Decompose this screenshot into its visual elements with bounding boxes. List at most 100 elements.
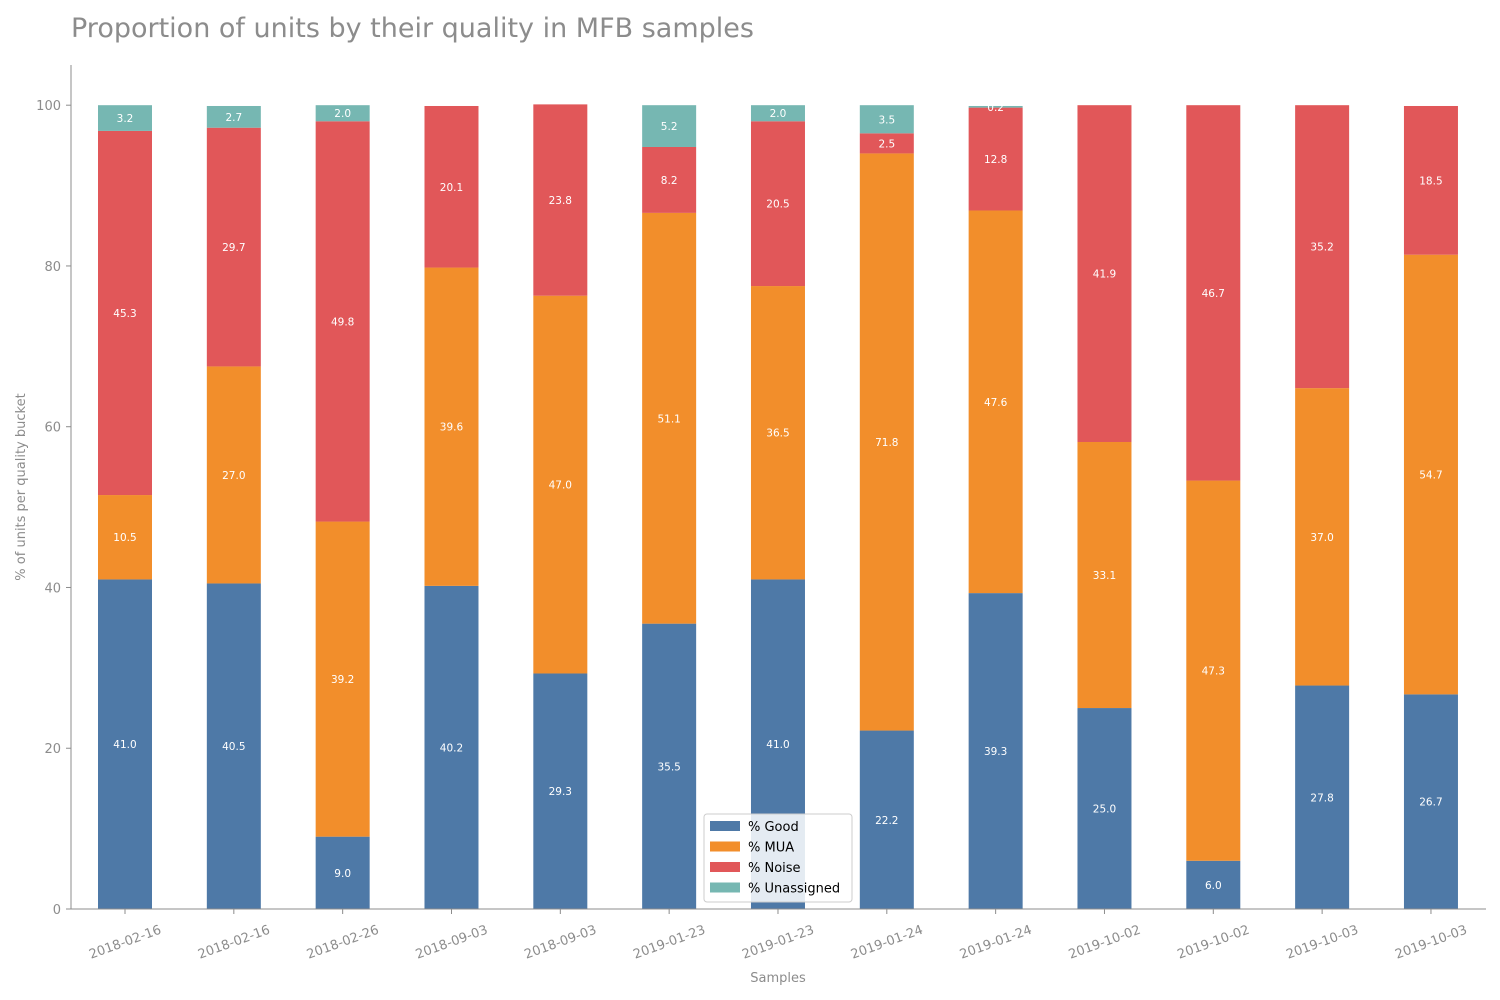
bar-value-label: 20.1 [440,182,463,194]
y-tick-label: 40 [44,581,61,596]
bar-segment [859,105,914,134]
bar-segment [968,593,1023,909]
bar-value-label: 47.3 [1202,666,1225,678]
x-tick-label: 2018-02-16 [196,923,272,963]
bar-value-label: 18.5 [1419,175,1442,187]
y-axis-label: % of units per quality bucket [14,393,29,580]
legend-swatch [710,821,740,831]
bar-segment [1295,105,1350,389]
bar-segment [1186,860,1241,909]
y-axis: 0 20 40 60 80 100 [36,65,72,918]
y-tick-label: 100 [36,99,61,114]
x-tick-label: 2019-10-02 [1067,923,1143,963]
bar-value-label: 3.5 [878,114,895,126]
bar-segment [1403,105,1458,255]
x-tick-label: 2019-10-03 [1393,923,1469,963]
bar-segment [98,495,152,580]
bar-segment [315,836,370,909]
bar-value-label: 6.0 [1205,880,1222,892]
bar-value-label: 35.2 [1310,242,1333,254]
bar-value-label: 47.0 [549,480,572,492]
bar-segment [315,121,370,522]
bar-segment [642,212,697,624]
bar-value-label: 8.2 [661,175,678,187]
bar-value-label: 29.3 [549,786,572,798]
bar-segment [533,295,588,674]
bar-segment [1077,105,1132,442]
bar-segment [533,673,588,909]
legend-label: % MUA [748,841,794,856]
bar-segment [1077,708,1132,909]
bar-segment [98,130,152,496]
bar-value-label: 41.9 [1093,269,1116,281]
bar-value-label: 5.2 [661,121,678,133]
bar-segment [968,210,1023,594]
legend-label: % Good [748,820,799,835]
legend: % Good % MUA % Noise % Unassigned [703,813,853,903]
bar-value-label: 41.0 [766,739,789,751]
y-tick-label: 0 [53,903,61,918]
bar-segment [424,585,479,909]
bar-segment [859,730,914,909]
bar-segment [1077,441,1132,709]
bar-segment [206,105,261,128]
chart-title: Proportion of units by their quality in … [71,13,754,44]
x-tick-label: 2018-02-26 [305,923,381,963]
bar-segment [1403,694,1458,909]
bar-segment [533,104,588,296]
bar-value-label: 12.8 [984,154,1007,166]
bar-segment [1186,480,1241,861]
bar-value-label: 27.0 [222,470,245,482]
x-tick-label: 2018-09-03 [414,923,490,963]
bar-value-label: 25.0 [1093,804,1116,816]
bar-segment [315,521,370,837]
y-tick-label: 20 [44,742,61,757]
bar-value-label: 36.5 [766,428,789,440]
bar-segment [750,105,805,122]
legend-label: % Noise [748,861,801,876]
bar-value-label: 3.2 [117,113,134,125]
bar-value-label: 37.0 [1310,532,1333,544]
bar-value-label: 49.8 [331,316,354,328]
x-tick-label: 2019-10-02 [1176,923,1252,963]
bar-value-label: 22.2 [875,815,898,827]
bar-value-label: 40.2 [440,742,463,754]
legend-box [703,813,853,903]
bar-segment [1403,254,1458,695]
bar-value-label: 27.8 [1310,792,1333,804]
bar-value-label: 2.5 [878,138,895,150]
bar-segment [968,107,1023,211]
bar-value-label: 0.2 [987,102,1004,114]
bar-value-label: 54.7 [1419,470,1442,482]
bar-segment [642,105,697,147]
bar-segment [750,121,805,287]
bar-value-label: 35.5 [657,761,680,773]
legend-swatch [710,841,740,852]
bar-value-label: 23.8 [549,195,572,207]
bar-segment [206,127,261,367]
bar-value-label: 47.6 [984,397,1008,409]
bar-segment [642,146,697,213]
x-axis-label: Samples [750,971,806,986]
x-tick-label: 2019-10-03 [1284,923,1360,963]
bar-value-label: 29.7 [222,242,245,254]
bar-segment [642,623,697,909]
legend-swatch [710,862,740,872]
x-tick-label: 2018-02-16 [87,923,163,963]
bar-segment [98,579,152,909]
bar-value-label: 2.0 [770,108,787,120]
bar-segment [859,153,914,731]
x-tick-label: 2019-01-23 [631,923,707,963]
bar-value-label: 51.1 [657,413,680,425]
bar-value-label: 39.3 [984,746,1007,758]
bar-segment [424,105,479,268]
bar-segment [1295,388,1350,686]
bar-value-label: 9.0 [334,868,351,880]
x-tick-label: 2019-01-24 [958,923,1034,963]
y-tick-label: 60 [44,421,61,436]
bar-segment [206,583,261,909]
x-tick-label: 2019-01-24 [849,923,925,963]
bar-value-label: 33.1 [1093,570,1116,582]
legend-label: % Unassigned [748,882,840,897]
